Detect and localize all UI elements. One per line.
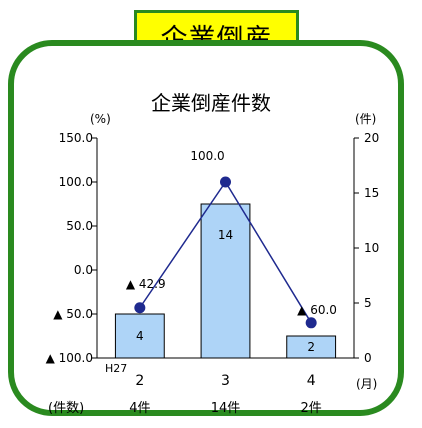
left-tick-label: 150.0 <box>59 131 93 145</box>
x-categories: 2 4件 3 14件 4 2件 <box>129 373 322 416</box>
bar-value-label: 14 <box>218 228 233 242</box>
right-tick-label: 10 <box>364 241 379 255</box>
line-value-label: 100.0 <box>190 149 224 163</box>
line-point <box>305 317 317 329</box>
right-axis-ticks: 20 15 10 5 0 <box>354 131 379 365</box>
count-row-label: (件数) <box>48 401 84 416</box>
bar-value-label: 2 <box>307 340 315 354</box>
x-unit: (月) <box>356 377 377 391</box>
line-point <box>220 176 231 188</box>
left-tick-label: ▲ 50.0 <box>53 307 93 321</box>
left-tick-label: ▲ 100.0 <box>46 351 93 365</box>
count-label: 2件 <box>301 401 322 416</box>
line-value-label: ▲ 60.0 <box>297 303 337 317</box>
x-category-label: 3 <box>221 373 230 389</box>
right-tick-label: 0 <box>364 351 372 365</box>
right-tick-label: 15 <box>364 186 379 200</box>
bar <box>286 335 337 359</box>
chart-title: 企業倒産件数 <box>151 91 271 115</box>
left-tick-label: 0.0 <box>74 263 93 277</box>
left-tick-label: 100.0 <box>59 175 93 189</box>
line-point <box>134 302 146 314</box>
bar <box>200 203 251 359</box>
line-value-label: ▲ 42.9 <box>126 277 166 291</box>
count-label: 14件 <box>211 401 241 416</box>
bar-value-label: 4 <box>136 329 144 343</box>
left-axis-unit: (%) <box>90 112 111 126</box>
right-tick-label: 5 <box>364 296 372 310</box>
right-axis-unit: (件) <box>355 112 376 126</box>
x-category-label: 2 <box>135 373 144 389</box>
count-label: 4件 <box>129 401 150 416</box>
x-category-label: 4 <box>307 373 316 389</box>
bar <box>114 313 165 359</box>
right-tick-label: 20 <box>364 131 379 145</box>
line-series-group: ▲ 42.9 100.0 ▲ 60.0 <box>126 149 337 329</box>
left-axis-ticks: 150.0 100.0 50.0 0.0 ▲ 50.0 ▲ 100.0 <box>46 131 97 365</box>
x-prefix: H27 <box>105 362 127 375</box>
left-tick-label: 50.0 <box>66 219 93 233</box>
bars-group: 4 14 2 <box>114 203 337 359</box>
